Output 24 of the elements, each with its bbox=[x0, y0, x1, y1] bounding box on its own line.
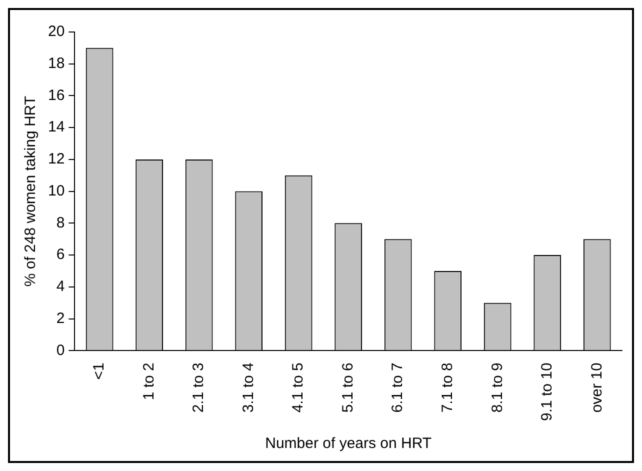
y-tick-label: 6 bbox=[56, 246, 65, 264]
x-tick-label: 8.1 to 9 bbox=[488, 362, 506, 413]
x-tick-label: 9.1 to 10 bbox=[538, 362, 556, 422]
y-axis-title: % of 248 women taking HRT bbox=[22, 96, 40, 287]
x-tick-label: 2.1 to 3 bbox=[190, 362, 208, 413]
y-tick-label: 8 bbox=[56, 214, 65, 232]
x-axis-title: Number of years on HRT bbox=[265, 435, 432, 452]
x-tick-label: 4.1 to 5 bbox=[290, 362, 307, 413]
y-tick-label: 14 bbox=[48, 118, 65, 136]
y-tick-label: 18 bbox=[48, 55, 65, 72]
x-tick-label: 5.1 to 6 bbox=[339, 362, 356, 413]
y-tick-label: 10 bbox=[48, 182, 65, 200]
x-tick-label: 3.1 to 4 bbox=[240, 362, 257, 413]
y-tick-label: 12 bbox=[48, 150, 65, 168]
x-tick-label: over 10 bbox=[588, 362, 606, 413]
y-tick-label: 0 bbox=[56, 342, 65, 359]
x-tick-label: 1 to 2 bbox=[140, 362, 158, 400]
x-tick-label: <1 bbox=[90, 362, 108, 380]
y-tick-label: 2 bbox=[56, 310, 65, 327]
y-tick-label: 4 bbox=[56, 278, 65, 296]
x-tick-label: 6.1 to 7 bbox=[389, 362, 406, 413]
y-tick-label: 16 bbox=[48, 86, 65, 104]
y-tick-label: 20 bbox=[48, 23, 65, 40]
x-tick-label: 7.1 to 8 bbox=[438, 362, 456, 413]
